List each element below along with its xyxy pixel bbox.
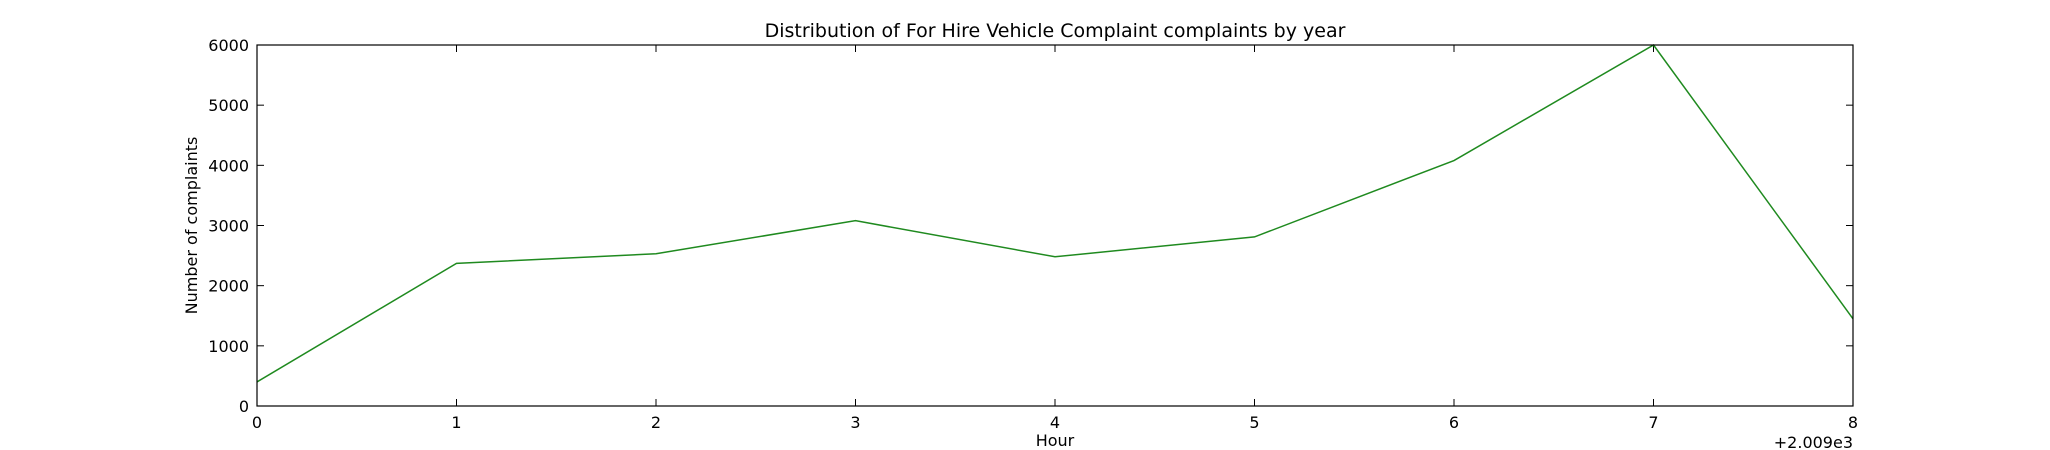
x-tick-label: 4 xyxy=(1050,413,1060,432)
chart-title: Distribution of For Hire Vehicle Complai… xyxy=(765,20,1346,42)
y-tick-label: 0 xyxy=(239,397,249,416)
y-tick-label: 5000 xyxy=(208,96,249,115)
y-tick-label: 1000 xyxy=(208,337,249,356)
x-tick-label: 3 xyxy=(850,413,860,432)
x-axis-offset-label: +2.009e3 xyxy=(1774,433,1853,450)
series-line-0 xyxy=(256,44,1854,383)
x-tick-label: 5 xyxy=(1249,413,1259,432)
x-tick-label: 1 xyxy=(451,413,461,432)
y-tick-label: 3000 xyxy=(208,217,249,236)
y-tick-label: 4000 xyxy=(208,156,249,175)
y-tick-label: 2000 xyxy=(208,277,249,296)
x-tick-label: 2 xyxy=(651,413,661,432)
x-axis-label: Hour xyxy=(1036,431,1075,450)
x-tick-label: 6 xyxy=(1449,413,1459,432)
plot-frame xyxy=(256,44,1854,407)
plot-series xyxy=(256,44,1854,383)
y-axis: 0 1000 2000 3000 4000 5000 6000 xyxy=(208,36,1853,416)
x-tick-label: 8 xyxy=(1848,413,1858,432)
y-tick-label: 6000 xyxy=(208,36,249,55)
x-tick-label: 7 xyxy=(1648,413,1658,432)
x-tick-label: 0 xyxy=(252,413,262,432)
y-axis-label: Number of complaints xyxy=(182,137,201,315)
x-axis: 0 1 2 3 4 5 6 7 8 xyxy=(252,45,1858,432)
